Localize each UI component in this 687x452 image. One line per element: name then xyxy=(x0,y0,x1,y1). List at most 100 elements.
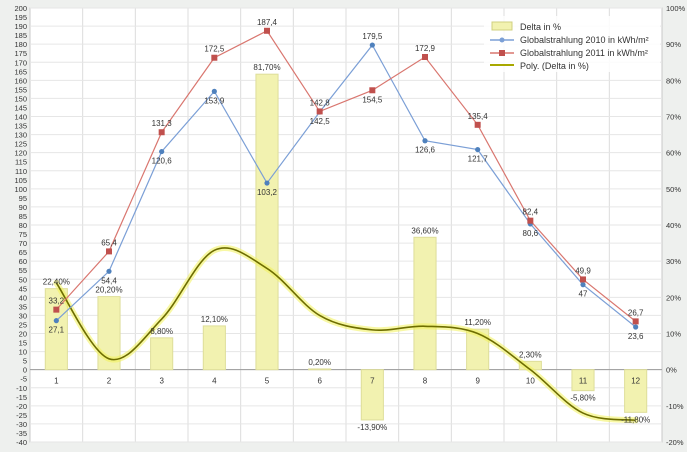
y-left-tick-label: 125 xyxy=(14,140,27,149)
label-delta: 11,20% xyxy=(464,318,491,327)
y-left-tick-label: 95 xyxy=(19,194,27,203)
y-left-tick-label: 155 xyxy=(14,85,27,94)
delta-bar xyxy=(308,368,332,371)
legend: Delta in % Globalstrahlung 2010 in kWh/m… xyxy=(484,16,660,72)
y-left-tick-label: 35 xyxy=(19,302,27,311)
y-right-tick-label: 0% xyxy=(666,366,677,375)
x-tick-label: 2 xyxy=(107,377,112,386)
label-2010: 103,2 xyxy=(257,188,278,197)
legend-box xyxy=(484,16,660,72)
label-2011: 49,9 xyxy=(575,266,591,275)
y-left-tick-label: 160 xyxy=(14,76,27,85)
y-left-tick-label: 175 xyxy=(14,49,27,58)
point-2010 xyxy=(159,148,165,155)
label-delta: 81,70% xyxy=(253,63,280,72)
y-left-tick-label: -40 xyxy=(16,438,27,447)
label-delta: -13,90% xyxy=(357,423,387,432)
y-right-tick-label: 50% xyxy=(666,185,681,194)
label-2010: 179,5 xyxy=(362,32,383,41)
y-right-tick-label: -20% xyxy=(666,438,684,447)
y-right-tick-label: 20% xyxy=(666,293,681,302)
x-tick-label: 9 xyxy=(475,377,480,386)
trendline-path xyxy=(55,247,636,422)
y-left-tick-label: 185 xyxy=(14,31,27,40)
y-left-tick-label: 20 xyxy=(19,330,27,339)
legend-label-trend: Poly. (Delta in %) xyxy=(520,61,589,71)
delta-bar xyxy=(255,73,279,371)
label-delta: 8,80% xyxy=(150,327,173,336)
label-2010: 142,5 xyxy=(310,117,331,126)
y-left-tick-label: -25 xyxy=(16,411,27,420)
x-tick-label: 8 xyxy=(423,377,428,386)
label-delta: 0,20% xyxy=(308,358,331,367)
y-left-tick-label: 60 xyxy=(19,257,27,266)
label-2011: 26,7 xyxy=(628,308,644,317)
point-2011 xyxy=(580,276,586,283)
y-left-tick-label: 200 xyxy=(14,4,27,13)
legend-marker-2010 xyxy=(499,37,505,43)
y-left-tick-label: 55 xyxy=(19,266,27,275)
line-2010 xyxy=(55,43,637,328)
y-left-tick-label: 70 xyxy=(19,239,27,248)
y-left-tick-label: 65 xyxy=(19,248,27,257)
label-2010: 54,4 xyxy=(101,276,117,285)
point-2010 xyxy=(106,268,112,274)
point-2010 xyxy=(475,146,481,153)
y-left-tick-label: 170 xyxy=(14,58,27,67)
y-left-tick-label: -30 xyxy=(16,420,27,429)
y-left-tick-label: 40 xyxy=(19,293,27,302)
label-delta: 2,30% xyxy=(519,350,542,359)
y-left-tick-label: 150 xyxy=(14,94,27,103)
right-axis: -20% -10% 0% 10% 20% 30% 40% 50% 60% 70% 80% 90% 100… xyxy=(666,4,686,447)
point-2011 xyxy=(422,54,428,61)
y-left-tick-label: -15 xyxy=(16,393,27,402)
y-right-tick-label: 100% xyxy=(666,4,686,13)
x-tick-label: 12 xyxy=(631,377,640,386)
x-tick-label: 1 xyxy=(54,377,59,386)
delta-bar xyxy=(413,236,437,371)
label-2010: 23,6 xyxy=(628,332,644,341)
point-2011 xyxy=(316,108,323,115)
y-right-tick-label: 40% xyxy=(666,221,681,230)
point-2010 xyxy=(580,282,586,288)
x-tick-label: 11 xyxy=(579,377,588,386)
point-2010 xyxy=(369,42,375,48)
label-delta: -5,80% xyxy=(570,394,595,403)
label-2010: 121,7 xyxy=(468,155,489,164)
point-2011 xyxy=(474,121,481,128)
y-left-tick-label: 140 xyxy=(14,113,27,122)
legend-label-delta: Delta in % xyxy=(520,22,561,32)
label-2010: 126,6 xyxy=(415,146,436,155)
y-left-tick-label: 165 xyxy=(14,67,27,76)
y-left-tick-label: 0 xyxy=(23,366,27,375)
delta-bar xyxy=(97,296,121,371)
label-delta: 12,10% xyxy=(201,315,228,324)
y-left-tick-label: 5 xyxy=(23,357,27,366)
delta-bar xyxy=(360,369,384,421)
label-2011: 154,5 xyxy=(362,95,383,104)
y-left-tick-label: -5 xyxy=(20,375,27,384)
legend-swatch-delta xyxy=(491,21,513,31)
x-tick-label: 5 xyxy=(265,377,270,386)
left-axis: -40-35-30-25-20-15-10-505101520253035404… xyxy=(14,4,27,447)
point-2010 xyxy=(633,324,639,330)
gridlines xyxy=(30,7,662,443)
y-left-tick-label: 90 xyxy=(19,203,27,212)
label-2010: 120,6 xyxy=(152,157,173,166)
point-2011 xyxy=(53,306,60,313)
point-2011 xyxy=(264,27,270,34)
delta-bar xyxy=(202,325,226,371)
delta-bars xyxy=(44,73,648,421)
y-left-tick-label: 25 xyxy=(19,320,27,329)
label-2010: 47 xyxy=(579,290,588,299)
y-left-tick-label: 145 xyxy=(14,103,27,112)
point-2010 xyxy=(422,138,428,144)
point-2010 xyxy=(53,318,59,324)
y-left-tick-label: 100 xyxy=(14,185,27,194)
x-tick-label: 7 xyxy=(370,377,375,386)
point-2011 xyxy=(369,87,376,94)
y-left-tick-label: 15 xyxy=(19,339,27,348)
delta-bar xyxy=(150,337,174,371)
x-tick-label: 10 xyxy=(526,377,535,386)
x-tick-label: 3 xyxy=(159,377,164,386)
